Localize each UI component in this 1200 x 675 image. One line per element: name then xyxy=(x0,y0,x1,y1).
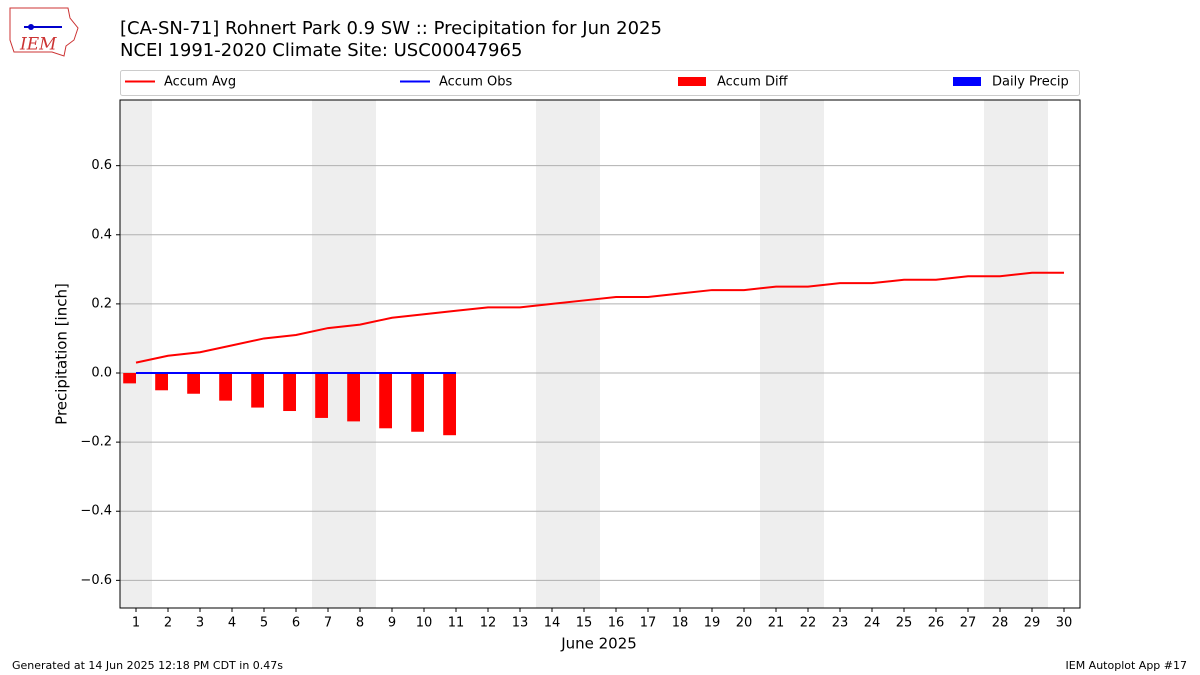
legend-label: Daily Precip xyxy=(992,75,1069,90)
x-tick-label: 24 xyxy=(864,616,881,631)
footer-left: Generated at 14 Jun 2025 12:18 PM CDT in… xyxy=(12,659,283,672)
bar xyxy=(219,373,232,401)
bar xyxy=(187,373,200,394)
weekend-shade xyxy=(984,100,1016,608)
bar xyxy=(443,373,456,436)
x-tick-label: 16 xyxy=(608,616,625,631)
x-tick-label: 13 xyxy=(512,616,529,631)
weekend-shade xyxy=(760,100,792,608)
bar xyxy=(411,373,424,432)
legend-label: Accum Obs xyxy=(439,75,512,90)
x-tick-label: 17 xyxy=(640,616,657,631)
y-tick-label: −0.6 xyxy=(80,573,112,588)
y-tick-label: 0.2 xyxy=(91,296,112,311)
y-tick-label: −0.4 xyxy=(80,504,112,519)
weekend-shade xyxy=(536,100,568,608)
bar xyxy=(315,373,328,418)
legend-box xyxy=(120,70,1080,96)
x-axis-label: June 2025 xyxy=(560,635,637,653)
y-tick-label: −0.2 xyxy=(80,435,112,450)
x-tick-label: 21 xyxy=(768,616,785,631)
x-tick-label: 9 xyxy=(388,616,396,631)
x-tick-label: 12 xyxy=(480,616,497,631)
weekend-shade xyxy=(120,100,152,608)
weekend-shade xyxy=(312,100,344,608)
logo-outline xyxy=(9,7,79,57)
logo-dot xyxy=(28,24,34,30)
weekend-shade xyxy=(792,100,824,608)
chart-subtitle: NCEI 1991-2020 Climate Site: USC00047965 xyxy=(120,40,522,61)
x-tick-label: 22 xyxy=(800,616,817,631)
x-tick-label: 25 xyxy=(896,616,913,631)
line xyxy=(135,271,1064,364)
x-tick-label: 19 xyxy=(704,616,721,631)
footer-right: IEM Autoplot App #17 xyxy=(1066,659,1188,672)
bar xyxy=(347,373,360,422)
legend-swatch xyxy=(678,77,706,86)
x-tick-label: 2 xyxy=(164,616,172,631)
x-tick-label: 30 xyxy=(1056,616,1073,631)
x-tick-label: 1 xyxy=(132,616,140,631)
x-tick-label: 11 xyxy=(448,616,465,631)
x-tick-label: 6 xyxy=(292,616,300,631)
x-tick-label: 4 xyxy=(228,616,236,631)
legend-label: Accum Diff xyxy=(717,75,789,90)
x-tick-label: 23 xyxy=(832,616,849,631)
x-tick-label: 7 xyxy=(324,616,332,631)
x-tick-label: 15 xyxy=(576,616,593,631)
plot-frame xyxy=(119,99,1081,609)
bar xyxy=(155,373,168,391)
weekend-shade xyxy=(344,100,376,608)
x-tick-label: 8 xyxy=(356,616,364,631)
legend-label: Accum Avg xyxy=(164,75,236,90)
x-tick-label: 26 xyxy=(928,616,945,631)
y-axis-label: Precipitation [inch] xyxy=(53,283,71,425)
logo-text: IEM xyxy=(19,35,57,55)
x-tick-label: 3 xyxy=(196,616,204,631)
logo: IEM xyxy=(9,7,79,57)
bar xyxy=(283,373,296,412)
x-tick-label: 27 xyxy=(960,616,977,631)
x-tick-label: 20 xyxy=(736,616,753,631)
x-tick-label: 14 xyxy=(544,616,561,631)
chart-title: [CA-SN-71] Rohnert Park 0.9 SW :: Precip… xyxy=(120,18,662,39)
weekend-shade xyxy=(568,100,600,608)
legend-swatch xyxy=(953,77,981,86)
y-tick-label: 0.4 xyxy=(91,227,112,242)
x-tick-label: 29 xyxy=(1024,616,1041,631)
y-tick-label: 0.6 xyxy=(91,158,112,173)
bar xyxy=(123,373,136,384)
y-tick-label: 0.0 xyxy=(91,366,112,381)
x-tick-label: 10 xyxy=(416,616,433,631)
x-tick-label: 5 xyxy=(260,616,268,631)
weekend-shade xyxy=(1016,100,1048,608)
bar xyxy=(379,373,392,429)
x-tick-label: 28 xyxy=(992,616,1009,631)
bar xyxy=(251,373,264,408)
x-tick-label: 18 xyxy=(672,616,689,631)
